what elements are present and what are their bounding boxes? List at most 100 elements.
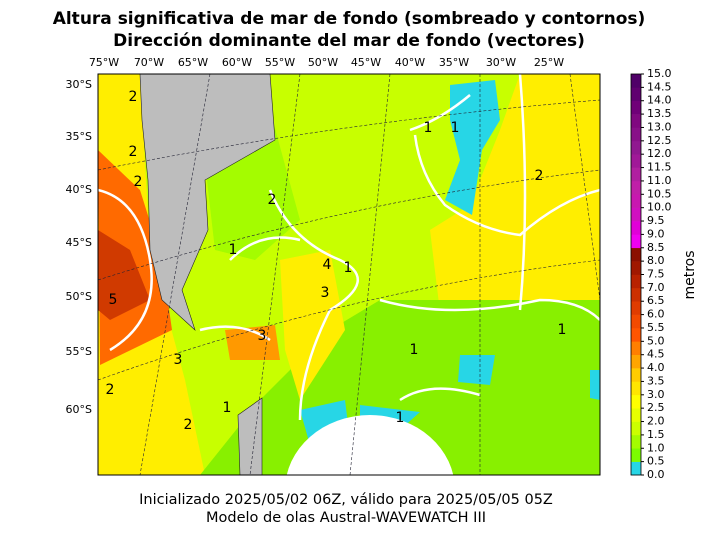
- colorbar-bin: [631, 100, 641, 115]
- latitude-label: 30°S: [66, 78, 92, 91]
- colorbar-tick-label: 2.5: [647, 401, 665, 414]
- title: Altura significativa de mar de fondo (so…: [53, 9, 646, 29]
- colorbar-tick-label: 2.0: [647, 415, 665, 428]
- land: [237, 397, 263, 475]
- latitude-label: 60°S: [66, 403, 92, 416]
- contours: [98, 74, 600, 421]
- shading: [200, 300, 600, 475]
- contour-label: 3: [174, 352, 183, 368]
- colorbar-bin: [631, 194, 641, 208]
- latitude-label: 45°S: [66, 236, 92, 249]
- colorbar-bin: [631, 301, 641, 315]
- shading: [98, 230, 150, 320]
- colorbar-bin: [631, 154, 641, 168]
- contour-label: 1: [223, 400, 232, 416]
- colorbar-bin: [631, 274, 641, 289]
- colorbar-tick-label: 15.0: [647, 67, 672, 80]
- contour-label: 3: [321, 285, 330, 301]
- colorbar-bin: [631, 114, 641, 128]
- colorbar-tick-label: 9.5: [647, 214, 665, 227]
- colorbar-bin: [631, 394, 641, 409]
- graticule: [98, 74, 600, 475]
- colorbar-label: metros: [682, 250, 698, 299]
- colorbar-tick-label: 6.0: [647, 308, 665, 321]
- land: [139, 74, 276, 331]
- contour-label: 2: [129, 144, 138, 160]
- colorbar-bin: [631, 127, 641, 142]
- colorbar-tick-label: 7.0: [647, 281, 665, 294]
- contour-label: 1: [558, 322, 567, 338]
- colorbar-bin: [631, 434, 641, 449]
- colorbar-tick-label: 12.0: [647, 147, 672, 160]
- map-area: [98, 74, 600, 475]
- colorbar-bin: [631, 207, 641, 222]
- footer: Modelo de olas Austral-WAVEWATCH III: [206, 510, 486, 526]
- colorbar-tick-label: 8.5: [647, 241, 665, 254]
- colorbar-bin: [631, 368, 641, 382]
- contour-label: 2: [134, 174, 143, 190]
- contour-label: 1: [451, 120, 460, 136]
- shading: [430, 74, 600, 312]
- longitude-label: 40°W: [395, 56, 425, 69]
- colorbar-tick-label: 5.5: [647, 321, 665, 334]
- colorbar-bin: [631, 74, 641, 88]
- contour-label: 2: [184, 417, 193, 433]
- colorbar-bin: [631, 448, 641, 462]
- colorbar-tick-label: 1.0: [647, 441, 665, 454]
- colorbar-tick-label: 4.5: [647, 348, 665, 361]
- colorbar-bin: [631, 341, 641, 355]
- contour-label: 3: [258, 328, 267, 344]
- colorbar-bin: [631, 381, 641, 396]
- footer: Inicializado 2025/05/02 06Z, válido para…: [139, 492, 553, 508]
- contour-label: 2: [535, 168, 544, 184]
- longitude-label: 55°W: [265, 56, 295, 69]
- ice: [286, 415, 454, 475]
- map-frame: [97, 73, 601, 476]
- colorbar-tick-label: 7.5: [647, 268, 665, 281]
- contour-label: 1: [396, 410, 405, 426]
- colorbar-bin: [631, 354, 641, 369]
- colorbar-tick-label: 10.0: [647, 201, 672, 214]
- longitude-label: 70°W: [134, 56, 164, 69]
- colorbar-tick-label: 13.5: [647, 107, 672, 120]
- longitude-label: 35°W: [439, 56, 469, 69]
- colorbar-bin: [631, 421, 641, 436]
- latitude-label: 35°S: [66, 130, 92, 143]
- colorbar-bin: [631, 180, 641, 195]
- colorbar-tick-label: 0.0: [647, 468, 665, 481]
- shading: [280, 250, 345, 400]
- contour-label: 1: [424, 120, 433, 136]
- contour-label: 2: [268, 192, 277, 208]
- colorbar-bin: [631, 234, 641, 249]
- colorbar-bin: [631, 287, 641, 302]
- contour-label: 1: [410, 342, 419, 358]
- colorbar-tick-label: 6.5: [647, 294, 665, 307]
- colorbar-tick-label: 1.5: [647, 428, 665, 441]
- shading: [458, 355, 495, 385]
- colorbar-bin: [631, 327, 641, 342]
- colorbar-tick-label: 0.5: [647, 455, 665, 468]
- colorbar-tick-label: 11.0: [647, 174, 672, 187]
- latitude-label: 40°S: [66, 183, 92, 196]
- colorbar-bin: [631, 221, 641, 235]
- subtitle: Dirección dominante del mar de fondo (ve…: [113, 31, 585, 51]
- colorbar-bin: [631, 314, 641, 329]
- contour-label: 2: [129, 89, 138, 105]
- colorbar-bin: [631, 167, 641, 182]
- colorbar-tick-label: 11.5: [647, 161, 672, 174]
- colorbar-tick-label: 3.5: [647, 374, 665, 387]
- colorbar-tick-label: 14.5: [647, 80, 672, 93]
- longitude-label: 45°W: [351, 56, 381, 69]
- colorbar-bin: [631, 461, 641, 476]
- shading: [590, 370, 600, 400]
- latitude-label: 55°S: [66, 345, 92, 358]
- contour-label: 2: [106, 382, 115, 398]
- colorbar-tick-label: 9.0: [647, 227, 665, 240]
- longitude-label: 60°W: [222, 56, 252, 69]
- colorbar-bin: [631, 247, 641, 262]
- contour-label: 4: [323, 257, 332, 273]
- colorbar-bin: [631, 408, 641, 422]
- colorbar-bin: [631, 140, 641, 155]
- contour-label: 1: [229, 242, 238, 258]
